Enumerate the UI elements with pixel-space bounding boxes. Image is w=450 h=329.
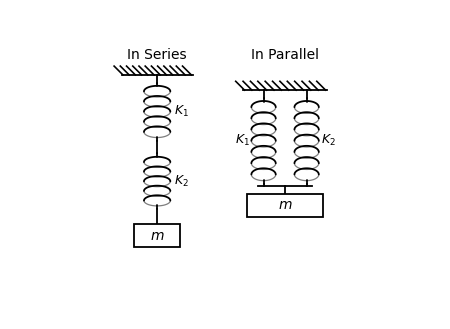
Bar [247, 194, 323, 217]
Text: $K_2$: $K_2$ [174, 174, 189, 189]
Text: In Series: In Series [127, 48, 187, 62]
Text: $K_2$: $K_2$ [320, 133, 335, 148]
Text: In Parallel: In Parallel [251, 48, 319, 62]
Text: $K_1$: $K_1$ [174, 104, 189, 119]
Text: $K_1$: $K_1$ [235, 133, 250, 148]
Text: $m$: $m$ [278, 198, 292, 213]
Text: $m$: $m$ [150, 229, 164, 243]
Bar [135, 224, 180, 247]
